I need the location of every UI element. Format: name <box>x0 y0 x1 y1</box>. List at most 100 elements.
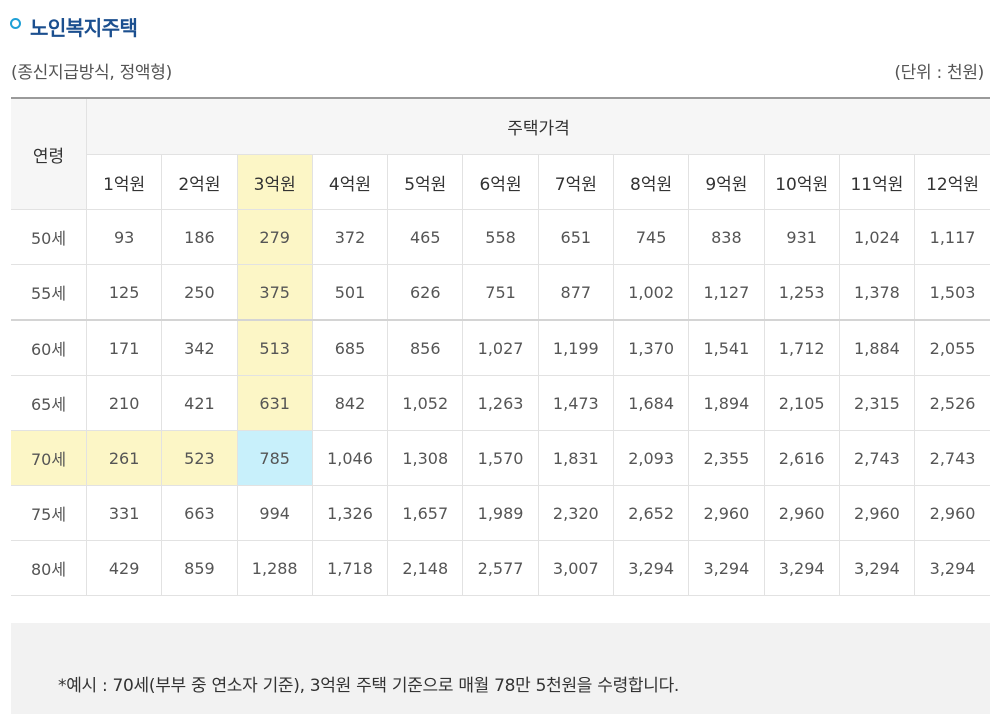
header-row-group: 연령 주택가격 <box>11 98 990 210</box>
value-cell: 1,127 <box>688 264 765 321</box>
value-cell: 342 <box>161 319 238 376</box>
value-cell: 1,884 <box>839 319 916 376</box>
value-cell: 685 <box>312 319 389 376</box>
price-header: 9억원 <box>688 154 765 210</box>
table-subtitle: (종신지급방식, 정액형) <box>11 63 172 83</box>
value-cell: 877 <box>538 264 614 321</box>
value-cell: 651 <box>538 209 614 265</box>
value-cell: 1,052 <box>387 375 464 431</box>
value-cell: 2,577 <box>462 540 539 596</box>
value-cell: 994 <box>237 485 313 541</box>
value-cell: 372 <box>312 209 389 265</box>
value-cell: 465 <box>387 209 464 265</box>
table-row: 80세 429 859 1,288 1,718 2,148 2,577 3,007 3,294 3… <box>11 540 990 596</box>
table-row: 70세 261 523 785 1,046 1,308 1,570 1,831 2,093 2,3… <box>11 430 990 486</box>
value-cell: 2,320 <box>538 485 614 541</box>
value-cell: 745 <box>613 209 690 265</box>
value-cell: 1,024 <box>839 209 916 265</box>
value-cell: 1,326 <box>312 485 389 541</box>
value-cell: 2,148 <box>387 540 464 596</box>
value-cell: 856 <box>387 319 464 376</box>
value-cell: 1,117 <box>914 209 990 265</box>
value-cell: 1,503 <box>914 264 990 321</box>
value-cell-highlighted: 279 <box>237 209 313 265</box>
value-cell: 931 <box>764 209 840 265</box>
value-cell: 2,960 <box>688 485 765 541</box>
price-header-highlighted: 3억원 <box>237 154 313 210</box>
value-cell: 1,570 <box>462 430 539 486</box>
header-row-prices: 1억원 2억원 3억원 4억원 5억원 6억원 7억원 8억원 9억원 10억원… <box>11 154 990 210</box>
age-cell: 80세 <box>11 540 87 596</box>
value-cell: 93 <box>86 209 163 265</box>
age-cell: 65세 <box>11 375 87 431</box>
age-cell: 75세 <box>11 485 87 541</box>
value-cell: 3,007 <box>538 540 614 596</box>
value-cell: 421 <box>161 375 238 431</box>
value-cell: 1,894 <box>688 375 765 431</box>
value-cell: 1,831 <box>538 430 614 486</box>
circle-bullet-icon <box>10 17 21 29</box>
value-cell: 1,378 <box>839 264 916 321</box>
value-cell: 3,294 <box>764 540 840 596</box>
value-cell: 1,288 <box>237 540 313 596</box>
value-cell: 1,718 <box>312 540 389 596</box>
value-cell-highlighted: 375 <box>237 264 313 321</box>
value-cell: 1,046 <box>312 430 389 486</box>
value-cell: 331 <box>86 485 163 541</box>
value-cell: 2,960 <box>839 485 916 541</box>
value-cell: 2,526 <box>914 375 990 431</box>
table-row: 65세 210 421 631 842 1,052 1,263 1,473 1,684 1,894… <box>11 375 990 431</box>
price-header: 5억원 <box>387 154 464 210</box>
value-cell: 186 <box>161 209 238 265</box>
table-row: 55세 125 250 375 501 626 751 877 1,002 1,127 1,253 1… <box>11 264 990 321</box>
value-cell: 501 <box>312 264 389 321</box>
value-cell: 1,308 <box>387 430 464 486</box>
table-row: 75세 331 663 994 1,326 1,657 1,989 2,320 2,652 2,9… <box>11 485 990 541</box>
value-cell: 171 <box>86 319 163 376</box>
value-cell: 3,294 <box>914 540 990 596</box>
value-cell: 663 <box>161 485 238 541</box>
value-cell: 2,652 <box>613 485 690 541</box>
value-cell: 2,355 <box>688 430 765 486</box>
value-cell: 1,002 <box>613 264 690 321</box>
value-cell: 210 <box>86 375 163 431</box>
value-cell-highlighted: 513 <box>237 319 313 376</box>
value-cell-highlighted: 631 <box>237 375 313 431</box>
price-header: 11억원 <box>839 154 916 210</box>
value-cell: 751 <box>462 264 539 321</box>
value-cell: 3,294 <box>839 540 916 596</box>
value-cell: 1,657 <box>387 485 464 541</box>
age-cell: 70세 <box>11 430 87 486</box>
value-cell: 1,199 <box>538 319 614 376</box>
value-cell: 2,960 <box>914 485 990 541</box>
value-cell: 1,541 <box>688 319 765 376</box>
age-header: 연령 <box>11 98 87 210</box>
value-cell: 2,743 <box>839 430 916 486</box>
value-cell: 2,315 <box>839 375 916 431</box>
value-cell: 125 <box>86 264 163 321</box>
value-cell: 558 <box>462 209 539 265</box>
value-cell: 250 <box>161 264 238 321</box>
value-cell: 2,105 <box>764 375 840 431</box>
value-cell: 429 <box>86 540 163 596</box>
price-header: 1억원 <box>86 154 163 210</box>
section-title: 노인복지주택 <box>30 15 138 40</box>
price-header: 2억원 <box>161 154 238 210</box>
section-heading: 노인복지주택 <box>10 11 138 41</box>
value-cell: 1,027 <box>462 319 539 376</box>
table-body: 50세 93 186 279 372 465 558 651 745 838 931 1,024 1,1… <box>11 209 990 596</box>
price-header: 8억원 <box>613 154 690 210</box>
value-cell: 1,253 <box>764 264 840 321</box>
value-cell: 1,473 <box>538 375 614 431</box>
value-cell: 2,093 <box>613 430 690 486</box>
value-cell: 2,616 <box>764 430 840 486</box>
example-note-box: *예시 : 70세(부부 중 연소자 기준), 3억원 주택 기준으로 매월 7… <box>11 623 990 714</box>
example-note: *예시 : 70세(부부 중 연소자 기준), 3억원 주택 기준으로 매월 7… <box>58 676 680 696</box>
age-cell: 50세 <box>11 209 87 265</box>
price-header: 7억원 <box>538 154 614 210</box>
pension-table: 연령 주택가격 1억원 2억원 3억원 4억원 5억원 6억원 7억원 8억원 … <box>11 97 990 596</box>
value-cell-selected: 785 <box>237 430 313 486</box>
value-cell: 1,989 <box>462 485 539 541</box>
value-cell: 859 <box>161 540 238 596</box>
unit-label: (단위 : 천원) <box>894 63 984 83</box>
